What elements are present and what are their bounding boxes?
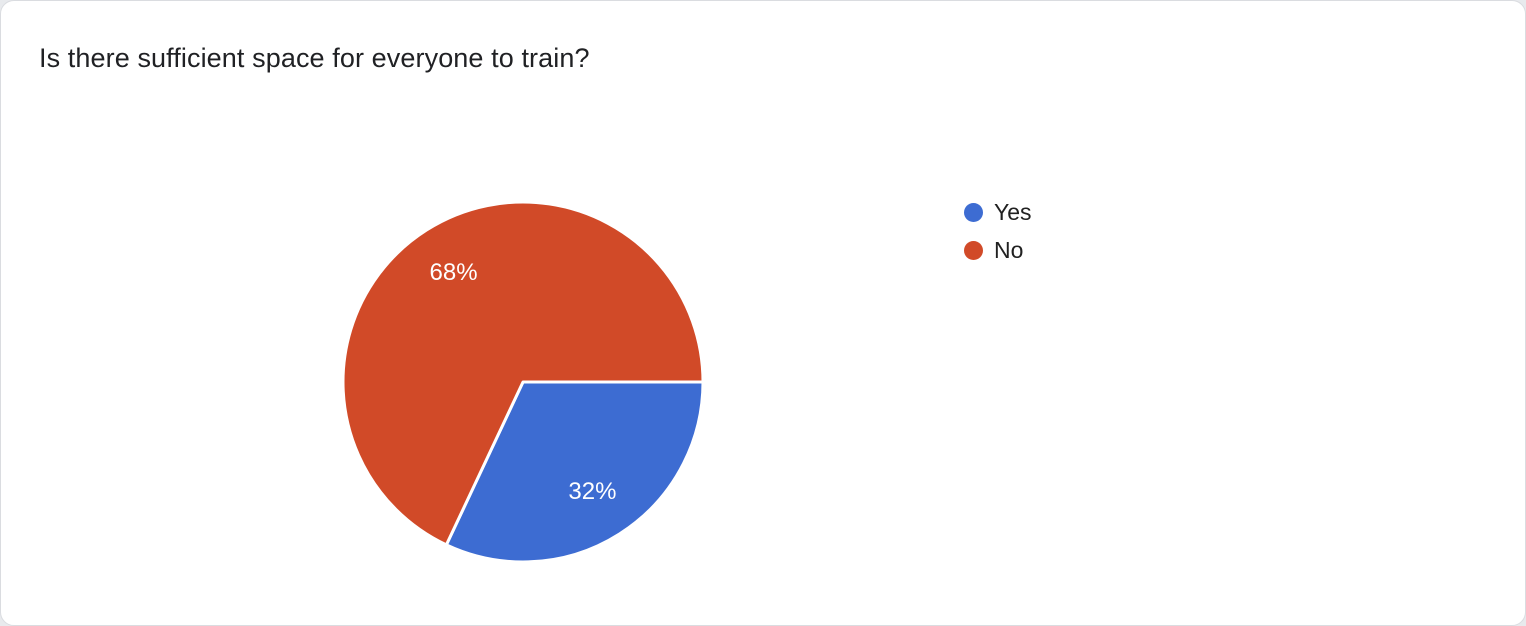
legend-swatch-no <box>964 240 983 260</box>
pie-chart: 32% 68% <box>323 182 723 582</box>
legend-item-no: No <box>964 237 1032 263</box>
pie-slice-yes <box>444 380 705 564</box>
slice-label-yes: 32% <box>568 478 616 505</box>
pie-chart-svg: 32% 68% <box>341 200 705 564</box>
legend-label-yes: Yes <box>994 199 1032 225</box>
legend-swatch-yes <box>964 202 983 222</box>
slice-label-no: 68% <box>430 259 478 286</box>
page-title: Is there sufficient space for everyone t… <box>39 43 590 73</box>
pie-slice-no <box>341 200 705 547</box>
legend-label-no: No <box>994 237 1024 263</box>
legend-item-yes: Yes <box>964 199 1032 225</box>
chart-legend: Yes No <box>964 199 1032 263</box>
